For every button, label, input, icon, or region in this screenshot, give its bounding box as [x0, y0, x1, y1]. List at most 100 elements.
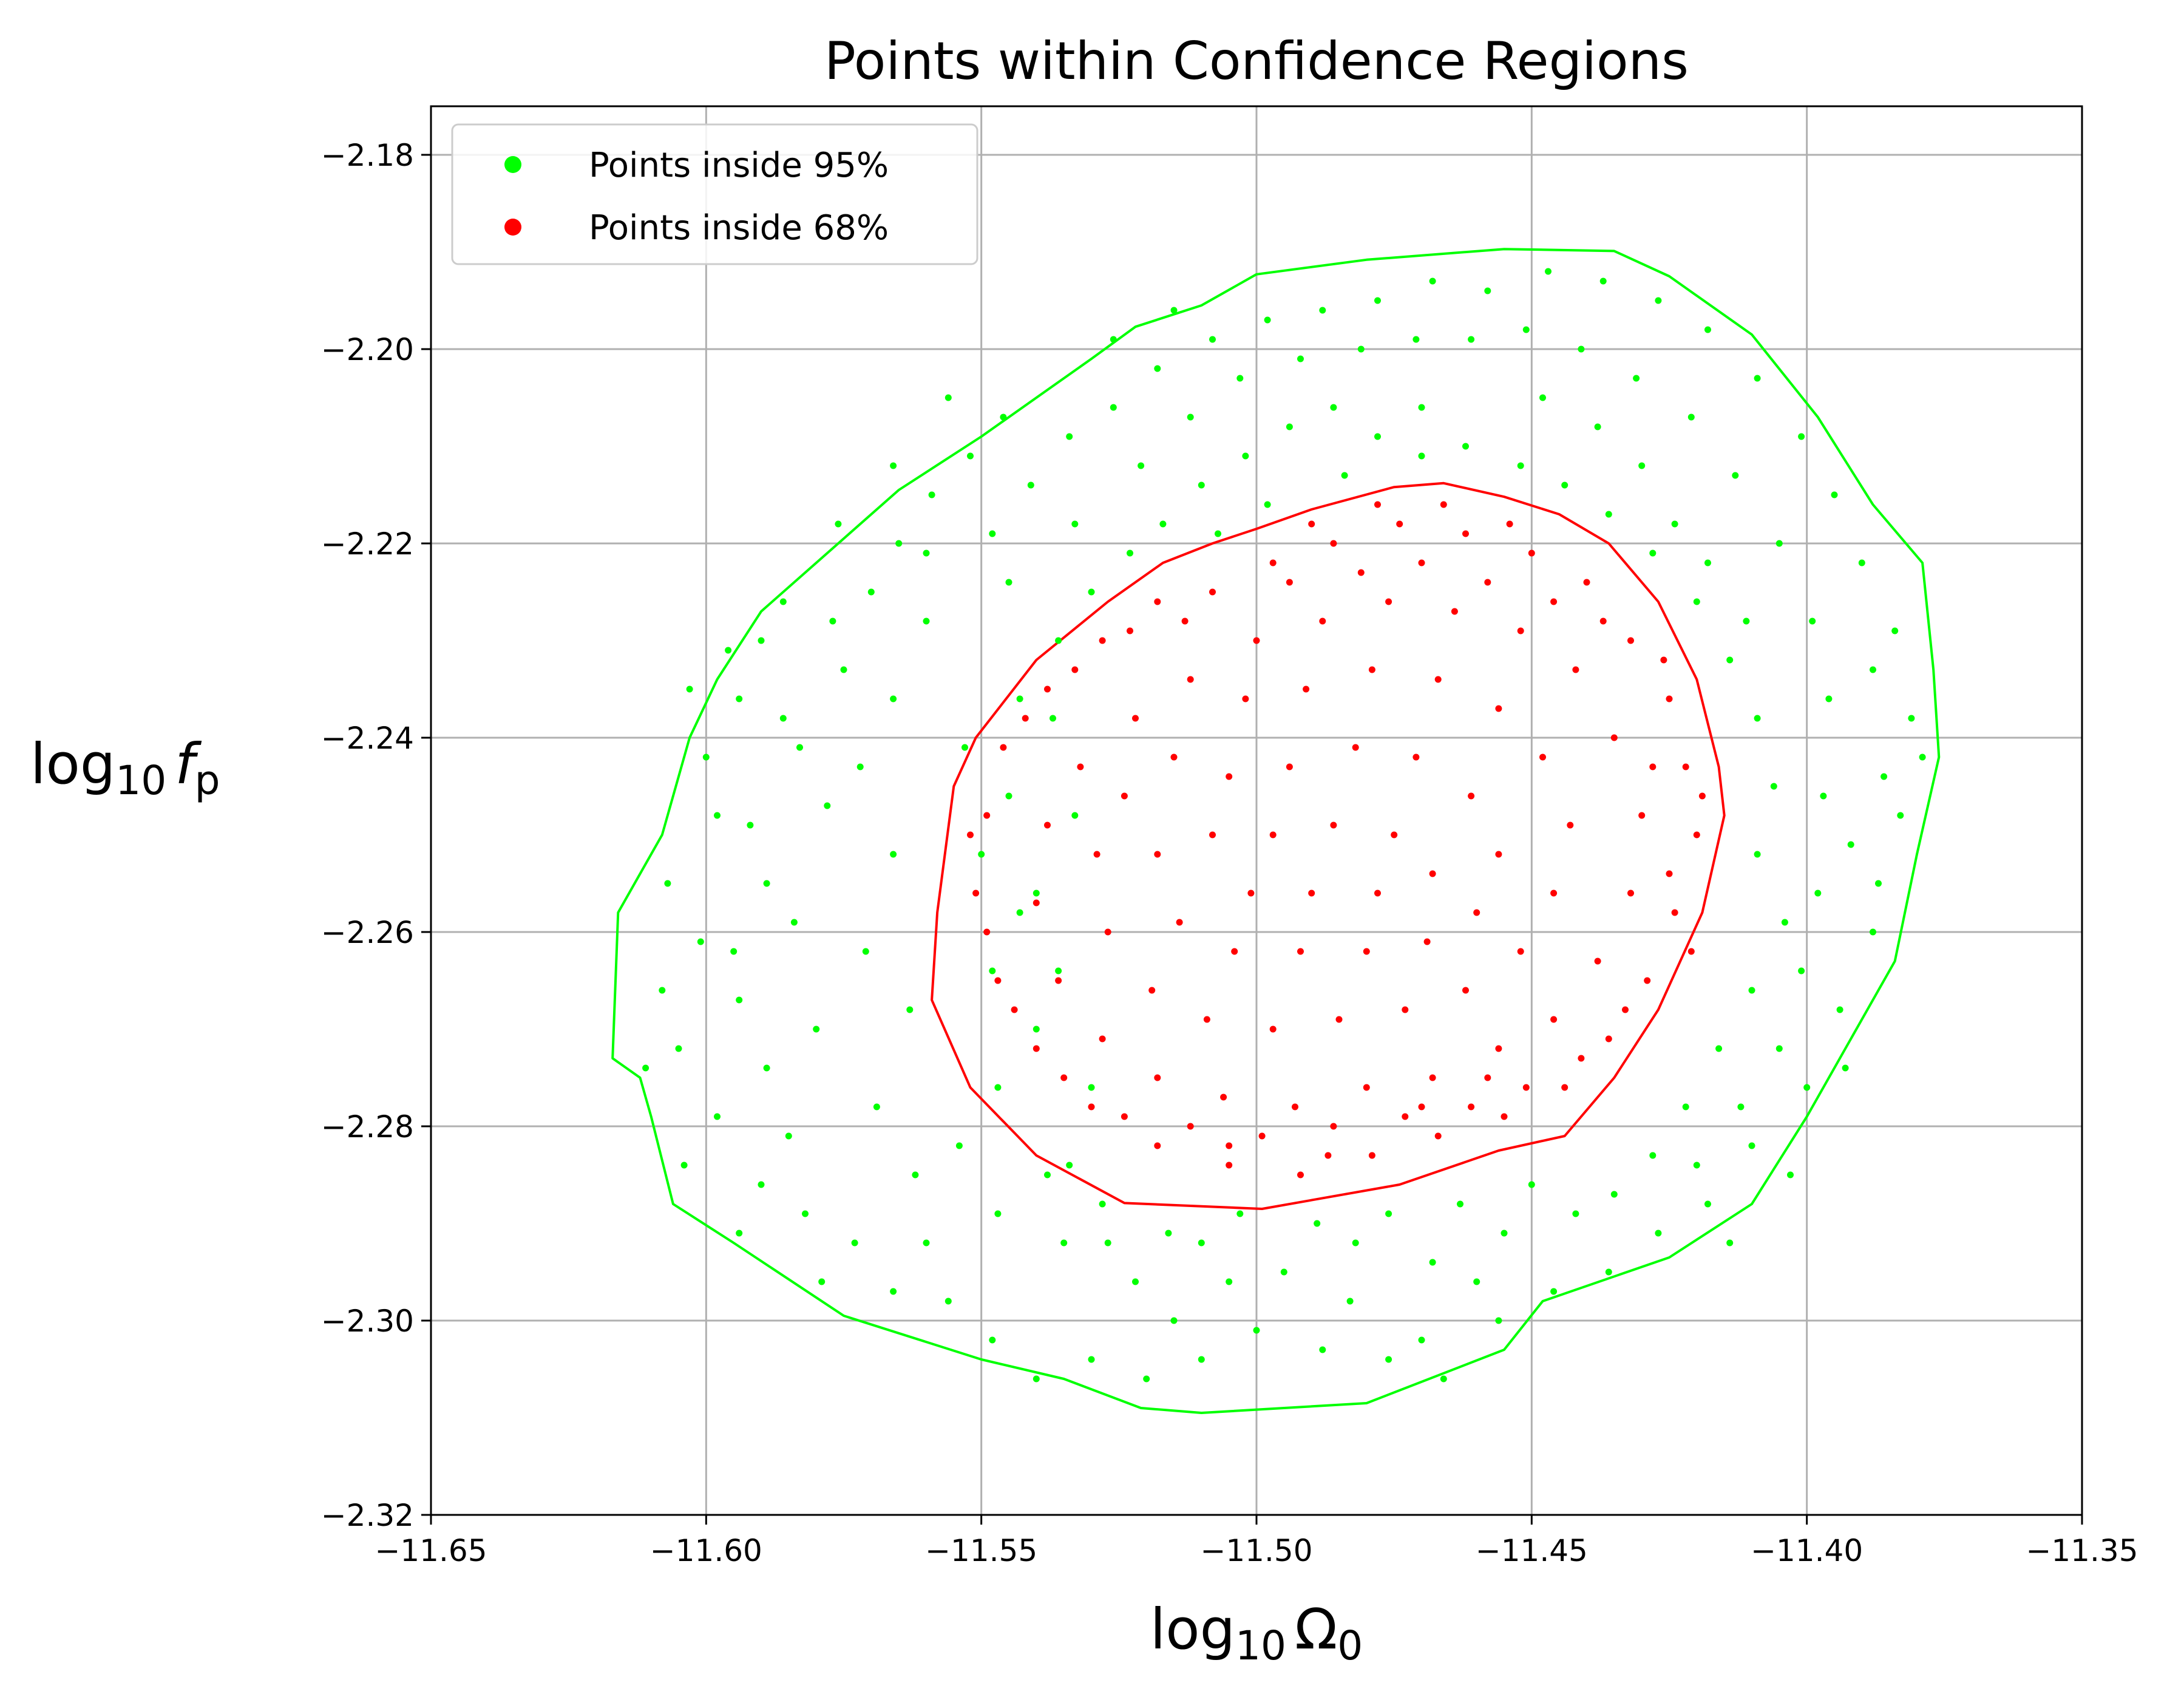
- point-series0-32: [912, 1171, 919, 1179]
- point-series0-180: [1671, 520, 1678, 528]
- x-tick-label-1: −11.60: [650, 1533, 762, 1568]
- point-series1-102: [1622, 1006, 1629, 1013]
- point-series0-56: [1060, 1239, 1068, 1247]
- legend-label-68: Points inside 68%: [589, 208, 889, 248]
- point-series0-114: [1264, 316, 1271, 324]
- point-series0-157: [736, 695, 743, 702]
- y-axis-label: log10 fp: [30, 732, 220, 804]
- point-series0-52: [1352, 1239, 1359, 1247]
- point-series1-87: [1269, 831, 1277, 838]
- point-series1-69: [1104, 928, 1111, 936]
- point-series0-17: [824, 802, 831, 809]
- point-series0-95: [1803, 1084, 1811, 1091]
- point-series0-130: [1633, 375, 1640, 382]
- point-series0-132: [1732, 472, 1739, 479]
- point-series1-49: [1033, 899, 1040, 907]
- point-series1-111: [1060, 1074, 1068, 1081]
- point-series0-78: [1517, 462, 1524, 469]
- point-series1-40: [1550, 1016, 1558, 1023]
- point-series0-31: [873, 1103, 880, 1111]
- point-series1-66: [1269, 1026, 1277, 1033]
- point-series1-123: [1660, 656, 1667, 664]
- point-series0-3: [702, 753, 710, 761]
- point-series0-112: [1374, 297, 1381, 304]
- grid: [430, 106, 2083, 1516]
- point-series1-34: [1517, 627, 1524, 634]
- point-series0-84: [1754, 715, 1761, 722]
- point-series1-126: [1506, 520, 1513, 528]
- point-series0-22: [928, 491, 935, 498]
- point-series1-125: [1687, 948, 1695, 955]
- point-series0-15: [813, 1026, 820, 1033]
- point-series1-118: [1181, 617, 1189, 625]
- point-series0-145: [1385, 1210, 1392, 1217]
- point-series1-101: [1666, 870, 1673, 877]
- point-series0-57: [994, 1210, 1002, 1217]
- point-series0-108: [1599, 277, 1607, 285]
- point-series0-4: [747, 821, 754, 829]
- point-series0-181: [1704, 559, 1711, 566]
- point-series1-28: [1154, 598, 1161, 605]
- point-series0-110: [1484, 287, 1491, 294]
- point-series0-64: [1005, 792, 1012, 800]
- point-series0-87: [1781, 919, 1788, 926]
- point-series1-81: [1363, 948, 1370, 955]
- point-series0-77: [1462, 443, 1469, 450]
- point-series1-78: [1495, 851, 1502, 858]
- point-series0-40: [1143, 1375, 1150, 1383]
- point-series0-82: [1693, 598, 1700, 605]
- point-series0-55: [1132, 1278, 1139, 1285]
- point-series1-80: [1423, 938, 1431, 945]
- point-series1-35: [1572, 666, 1579, 673]
- legend-marker-68: [504, 219, 521, 236]
- point-series0-151: [923, 1239, 930, 1247]
- point-series0-121: [1138, 462, 1145, 469]
- y-tick-label-0: −2.32: [321, 1498, 414, 1533]
- point-series0-61: [989, 967, 996, 975]
- point-series1-25: [1000, 744, 1007, 751]
- point-series0-10: [714, 1113, 721, 1120]
- point-series1-109: [1187, 1123, 1194, 1130]
- point-series1-94: [1286, 579, 1293, 586]
- point-series1-13: [1561, 1084, 1568, 1091]
- point-series0-45: [1440, 1375, 1447, 1383]
- point-series1-38: [1627, 890, 1634, 897]
- point-series1-3: [1462, 530, 1469, 537]
- point-series0-97: [1870, 928, 1876, 936]
- y-tick-label-4: −2.24: [321, 721, 414, 756]
- y-tick-label-7: −2.18: [321, 138, 414, 173]
- point-series1-108: [1258, 1132, 1266, 1140]
- point-series0-119: [1027, 481, 1034, 489]
- point-series0-12: [758, 1181, 765, 1188]
- point-series1-63: [1462, 987, 1469, 994]
- point-series0-13: [736, 1230, 743, 1237]
- point-series0-71: [1198, 481, 1205, 489]
- point-series1-1: [1330, 540, 1337, 547]
- point-series0-85: [1770, 783, 1777, 790]
- point-series0-91: [1649, 1152, 1657, 1159]
- point-series0-154: [730, 948, 738, 955]
- point-series1-36: [1610, 734, 1618, 741]
- point-series0-39: [1088, 1356, 1095, 1363]
- point-series1-43: [1363, 1084, 1370, 1091]
- x-tick-label-0: −11.65: [375, 1533, 487, 1568]
- point-series1-92: [1308, 890, 1315, 897]
- point-series1-91: [1374, 890, 1381, 897]
- point-series1-39: [1594, 958, 1601, 965]
- point-series1-16: [1368, 1152, 1375, 1159]
- point-series0-149: [1099, 1200, 1106, 1208]
- legend-box: [451, 123, 978, 265]
- point-series0-65: [961, 744, 968, 751]
- point-series1-114: [967, 831, 974, 838]
- point-series1-41: [1495, 1045, 1502, 1052]
- point-series1-48: [1055, 977, 1062, 984]
- point-series0-38: [1033, 1375, 1040, 1383]
- point-series0-103: [1831, 491, 1838, 498]
- point-series1-29: [1209, 588, 1216, 596]
- point-series0-34: [890, 1288, 897, 1295]
- point-series1-129: [1308, 520, 1315, 528]
- point-series1-117: [1127, 627, 1133, 634]
- point-series0-191: [1170, 307, 1178, 314]
- point-series1-60: [1567, 821, 1574, 829]
- point-series1-77: [1468, 792, 1475, 800]
